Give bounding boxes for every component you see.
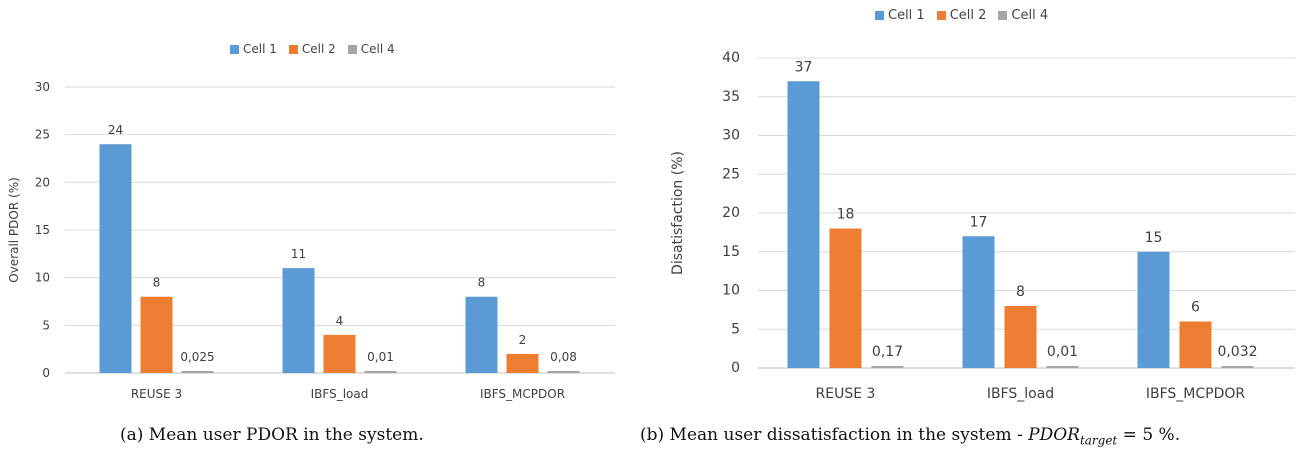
legend-label: Cell 4 [1011,8,1049,23]
caption: (b) Mean user dissatisfaction in the sys… [640,425,1180,447]
data-label: 0,01 [1047,344,1078,360]
y-tick-label: 20 [35,175,50,189]
legend-item: Cell 2 [288,42,336,56]
data-label: 17 [970,214,988,230]
data-label: 4 [336,314,344,328]
legend: Cell 1 Cell 2 Cell 4 [230,42,395,56]
legend-swatch [998,11,1008,20]
bar [871,366,904,368]
y-tick-label: 10 [35,271,50,285]
y-tick-label: 10 [722,283,740,299]
bar [99,144,132,373]
legend-swatch [288,44,298,54]
legend-swatch [875,11,884,20]
data-label: 8 [478,276,486,290]
y-tick-label: 25 [35,128,50,142]
y-tick-label: 20 [722,205,740,221]
bar [181,371,214,373]
caption-math: PDOR [1028,425,1080,445]
x-tick-label: IBFS_load [987,386,1054,402]
bar [364,371,397,373]
caption-subscript: target [1079,433,1118,448]
data-label: 2 [519,333,527,347]
y-tick-label: 5 [731,321,740,337]
bar [1221,366,1254,368]
x-tick-label: REUSE 3 [816,386,876,402]
data-label: 0,01 [367,350,394,364]
y-tick-label: 25 [722,166,740,182]
caption-suffix: = 5 %. [1117,425,1181,445]
bar [1004,306,1037,368]
y-tick-label: 5 [42,318,50,332]
legend-swatch [936,11,946,20]
chart-panel-b: Cell 1 Cell 2 Cell 4 0 5 10 15 20 25 30 35 40 Disat… [640,0,1305,455]
y-tick-label: 40 [722,50,740,66]
bar [1046,366,1079,368]
legend-swatch [230,44,239,54]
bar [547,371,580,373]
bar [787,81,820,368]
bar [282,268,315,373]
y-tick-label: 35 [722,89,740,105]
chart-panel-a: Cell 1 Cell 2 Cell 4 0 5 10 15 20 25 30 Overall P… [0,0,650,455]
data-label: 0,08 [550,350,577,364]
legend-item: Cell 1 [230,42,277,56]
y-tick-label: 30 [722,128,740,144]
caption: (a) Mean user PDOR in the system. [120,425,424,445]
bar [465,296,498,373]
bar [323,334,356,373]
legend-swatch [347,44,357,54]
data-label: 6 [1191,300,1200,316]
bar [506,353,539,373]
bar [1179,321,1212,368]
data-label: 8 [1016,284,1025,300]
bar [829,228,862,368]
bar [962,236,995,368]
y-axis-label: Overall PDOR (%) [7,177,21,283]
legend-label: Cell 2 [949,8,987,23]
x-tick-label: IBFS_load [311,387,369,401]
legend-item: Cell 2 [936,8,987,23]
data-label: 0,17 [872,344,903,360]
legend-item: Cell 4 [347,42,395,56]
data-label: 24 [108,123,123,137]
legend-label: Cell 1 [243,42,277,56]
data-label: 0,032 [1217,344,1257,360]
x-tick-label: IBFS_MCPDOR [1146,386,1246,402]
caption-text: (b) Mean user dissatisfaction in the sys… [640,425,1029,445]
legend-label: Cell 4 [360,42,395,56]
y-tick-label: 15 [722,244,740,260]
y-axis-label: Disatisfaction (%) [670,151,686,275]
y-tick-label: 15 [35,223,50,237]
data-label: 11 [291,247,306,261]
legend-label: Cell 1 [888,8,925,23]
bar-chart: 0 5 10 15 20 25 30 35 40 Disatisfaction (%) 37 18 0,… [670,50,1295,402]
legend-item: Cell 4 [998,8,1048,23]
bar [1137,251,1170,368]
bar [140,296,173,373]
x-tick-label: IBFS_MCPDOR [480,387,565,401]
data-label: 15 [1145,230,1163,246]
y-tick-label: 30 [35,80,50,94]
y-tick-label: 0 [42,366,50,380]
legend-label: Cell 2 [301,42,336,56]
data-label: 8 [153,276,161,290]
legend-item: Cell 1 [875,8,925,23]
y-tick-label: 0 [731,360,740,376]
data-label: 18 [837,207,855,223]
data-label: 0,025 [180,350,214,364]
data-label: 37 [795,59,813,75]
legend: Cell 1 Cell 2 Cell 4 [875,8,1048,23]
x-tick-label: REUSE 3 [131,387,182,401]
